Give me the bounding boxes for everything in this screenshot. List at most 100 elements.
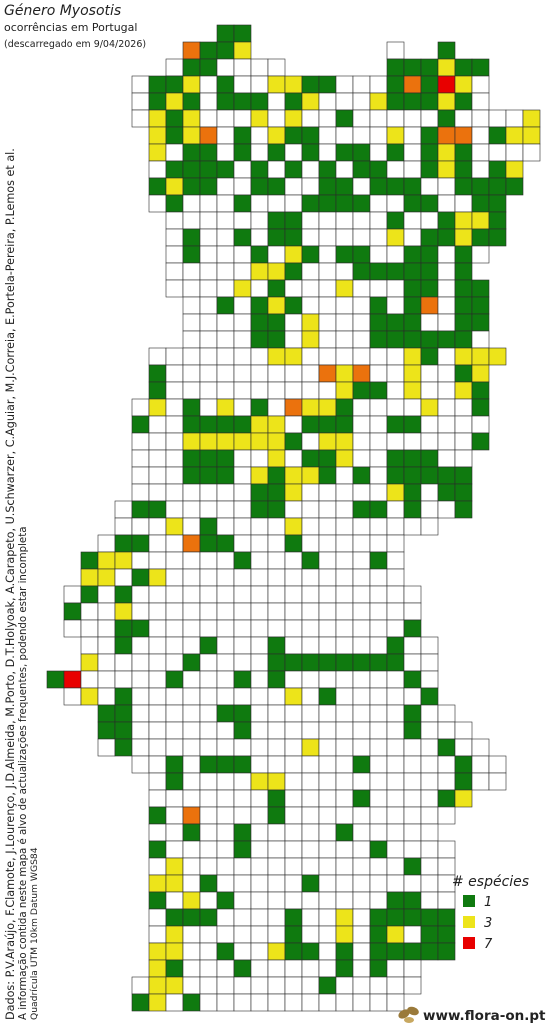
grid-cell [301,398,320,417]
grid-cell [267,398,286,417]
grid-cell [318,772,337,791]
grid-cell [250,534,269,553]
grid-cell [267,959,286,978]
grid-cell [352,500,371,519]
grid-cell [165,517,184,536]
grid-cell [216,262,235,281]
grid-cell [403,143,422,162]
grid-cell [386,466,405,485]
grid-cell [318,449,337,468]
grid-cell [369,500,388,519]
grid-cell [182,551,201,570]
grid-cell [352,755,371,774]
grid-cell [352,126,371,145]
grid-cell [437,415,456,434]
grid-cell [114,585,133,604]
grid-cell [437,41,456,60]
grid-cell [199,92,218,111]
grid-cell [352,976,371,995]
grid-cell [216,840,235,859]
grid-cell [301,296,320,315]
grid-cell [216,823,235,842]
grid [46,24,541,1012]
grid-cell [165,925,184,944]
grid-cell [216,585,235,604]
grid-cell [284,194,303,213]
grid-cell [97,602,116,621]
grid-cell [233,160,252,179]
grid-cell [352,483,371,502]
grid-cell [233,143,252,162]
grid-cell [284,806,303,825]
grid-cell [454,466,473,485]
grid-cell [233,500,252,519]
grid-cell [386,58,405,77]
grid-cell [420,670,439,689]
grid-cell [284,636,303,655]
logo[interactable]: www.flora-on.pt [397,1005,546,1024]
grid-cell [369,347,388,366]
grid-cell [165,75,184,94]
grid-cell [352,449,371,468]
grid-cell [369,415,388,434]
grid-cell [301,381,320,400]
grid-cell [420,279,439,298]
grid-cell [403,466,422,485]
grid-cell [148,415,167,434]
grid-cell [216,534,235,553]
grid-cell [471,415,490,434]
grid-cell [267,313,286,332]
grid-cell [131,432,150,451]
grid-cell [233,58,252,77]
grid-cell [335,840,354,859]
grid-cell [199,806,218,825]
grid-cell [369,925,388,944]
grid-cell [420,500,439,519]
grid-cell [233,449,252,468]
grid-cell [114,653,133,672]
grid-cell [199,840,218,859]
grid-cell [488,755,507,774]
grid-cell [437,347,456,366]
grid-cell [199,262,218,281]
grid-cell [284,177,303,196]
grid-cell [471,296,490,315]
grid-cell [131,993,150,1012]
grid-cell [267,466,286,485]
grid-cell [114,636,133,655]
grid-cell [369,568,388,587]
grid-cell [301,857,320,876]
grid-cell [386,568,405,587]
grid-cell [148,517,167,536]
grid-cell [369,313,388,332]
grid-cell [267,500,286,519]
grid-cell [131,517,150,536]
grid-cell [318,687,337,706]
grid-cell [148,500,167,519]
grid-cell [233,92,252,111]
site-link[interactable]: www.flora-on.pt [423,1008,546,1024]
grid-cell [284,415,303,434]
grid-cell [165,568,184,587]
grid-cell [369,432,388,451]
grid-cell [165,483,184,502]
grid-cell [437,398,456,417]
grid-cell [318,228,337,247]
grid-cell [471,364,490,383]
grid-cell [301,959,320,978]
grid-cell [165,58,184,77]
grid-cell [420,160,439,179]
grid-cell [250,228,269,247]
grid-cell [505,126,524,145]
grid-cell [471,245,490,264]
grid-cell [369,585,388,604]
grid-cell [352,109,371,128]
grid-cell [301,449,320,468]
grid-cell [284,993,303,1012]
grid-cell [250,500,269,519]
grid-cell [301,840,320,859]
grid-cell [148,466,167,485]
grid-cell [216,313,235,332]
grid-cell [335,687,354,706]
grid-cell [437,194,456,213]
